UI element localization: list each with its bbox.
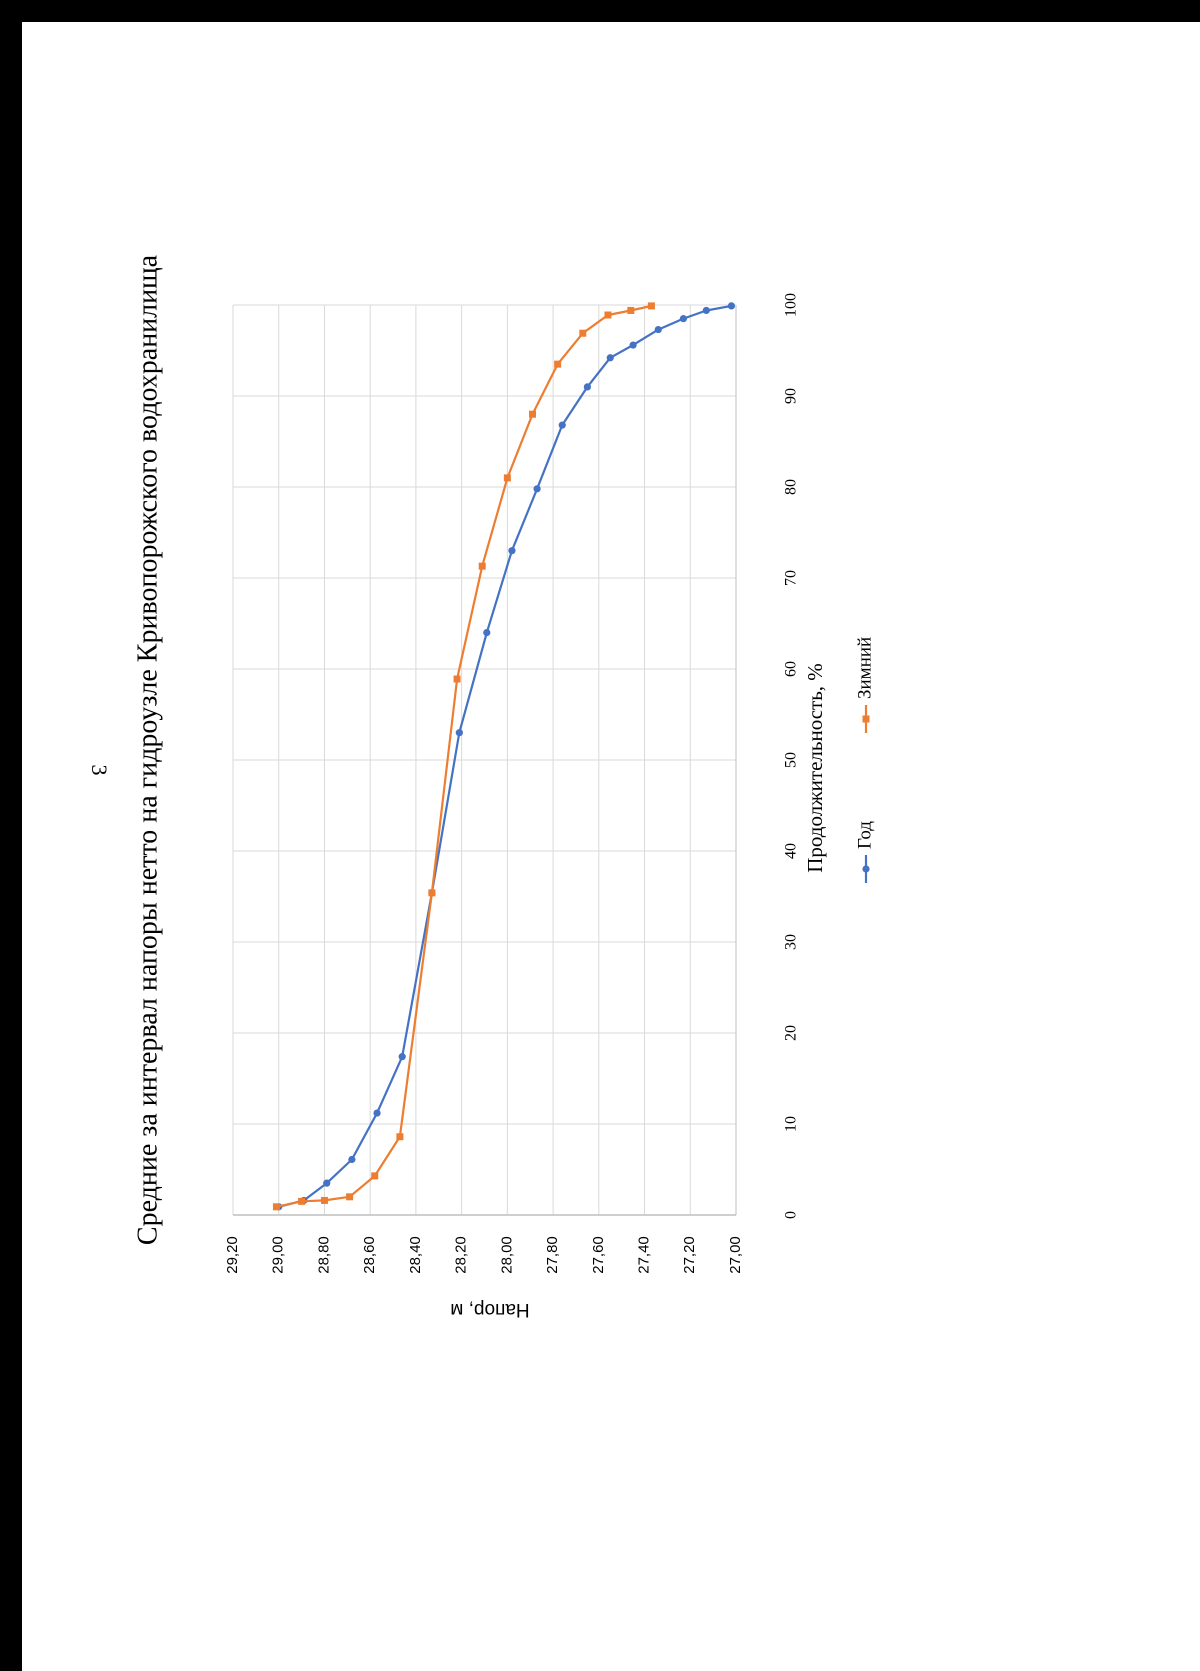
data-point xyxy=(727,302,736,310)
x-tick-label: 60 xyxy=(783,661,800,677)
y-tick-label: 27,20 xyxy=(681,1236,698,1274)
x-tick-label: 50 xyxy=(783,752,800,768)
data-point xyxy=(453,675,461,683)
chart-grid xyxy=(232,304,737,1216)
x-axis-title: Продолжительность, % xyxy=(803,663,827,873)
data-point xyxy=(373,1109,381,1117)
chart-axes xyxy=(233,305,737,1216)
data-point xyxy=(272,1203,280,1211)
data-point xyxy=(654,325,662,334)
legend-item: Зимний xyxy=(854,637,875,733)
data-point xyxy=(606,354,614,362)
data-point xyxy=(558,421,566,429)
data-point xyxy=(371,1172,379,1180)
data-point xyxy=(583,383,591,391)
data-point xyxy=(508,547,516,555)
data-point xyxy=(346,1193,354,1201)
x-tick-label: 10 xyxy=(783,1116,800,1132)
x-tick-label: 30 xyxy=(783,934,800,950)
series-2 xyxy=(272,302,655,1211)
y-tick-label: 29,20 xyxy=(224,1236,241,1274)
data-point xyxy=(483,629,491,637)
legend-marker xyxy=(862,865,870,873)
data-point xyxy=(579,329,587,337)
y-tick-labels: 27,00 27,20 27,40 27,60 27,80 28,00 28,20 28,40… xyxy=(224,1236,744,1274)
data-point xyxy=(398,1053,406,1061)
data-point xyxy=(298,1197,306,1205)
legend-label: Зимний xyxy=(854,637,875,699)
x-tick-label: 80 xyxy=(783,479,800,495)
data-point xyxy=(396,1133,404,1141)
series-line xyxy=(276,304,652,1208)
legend-marker xyxy=(862,715,870,723)
data-point xyxy=(428,889,436,897)
x-tick-label: 0 xyxy=(783,1211,800,1219)
y-axis-title: Напор, м xyxy=(450,1299,529,1320)
data-point xyxy=(554,360,562,368)
y-tick-label: 28,40 xyxy=(407,1236,424,1274)
data-point xyxy=(629,341,637,349)
legend-item: Год xyxy=(854,821,875,883)
chart-title: Средние за интервал напоры нетто на гидр… xyxy=(132,254,163,1245)
y-tick-label: 28,60 xyxy=(361,1236,378,1274)
chart-legend: Год Зимний xyxy=(854,637,875,883)
data-point xyxy=(679,315,688,323)
data-point xyxy=(455,729,463,737)
y-tick-label: 27,80 xyxy=(544,1236,561,1274)
x-tick-label: 20 xyxy=(783,1025,800,1041)
data-point xyxy=(533,485,541,493)
y-tick-label: 27,60 xyxy=(590,1236,607,1274)
x-tick-label: 100 xyxy=(783,293,800,317)
legend-label: Год xyxy=(854,821,875,849)
data-point xyxy=(702,306,710,315)
y-tick-label: 28,80 xyxy=(315,1236,332,1274)
data-point xyxy=(627,306,635,314)
chart-series xyxy=(272,302,736,1211)
data-point xyxy=(529,410,537,418)
x-tick-label: 90 xyxy=(783,388,800,404)
data-point xyxy=(604,311,612,319)
data-point xyxy=(320,1196,328,1204)
data-point xyxy=(647,302,655,310)
y-tick-label: 27,00 xyxy=(727,1236,744,1274)
series-1 xyxy=(275,302,736,1211)
y-tick-label: 28,20 xyxy=(453,1236,470,1274)
paper-sheet xyxy=(22,22,1200,1671)
x-tick-labels: 0 10 20 30 40 50 60 70 80 90 100 xyxy=(783,293,800,1219)
data-point xyxy=(323,1179,331,1187)
y-tick-label: 29,00 xyxy=(270,1236,287,1274)
data-point xyxy=(478,562,486,570)
x-tick-label: 70 xyxy=(783,570,800,586)
y-tick-label: 28,00 xyxy=(498,1236,515,1274)
page-number: 3 xyxy=(87,765,112,776)
y-tick-label: 27,40 xyxy=(636,1236,653,1274)
data-point xyxy=(503,474,511,482)
data-point xyxy=(348,1155,356,1164)
x-tick-label: 40 xyxy=(783,843,800,859)
